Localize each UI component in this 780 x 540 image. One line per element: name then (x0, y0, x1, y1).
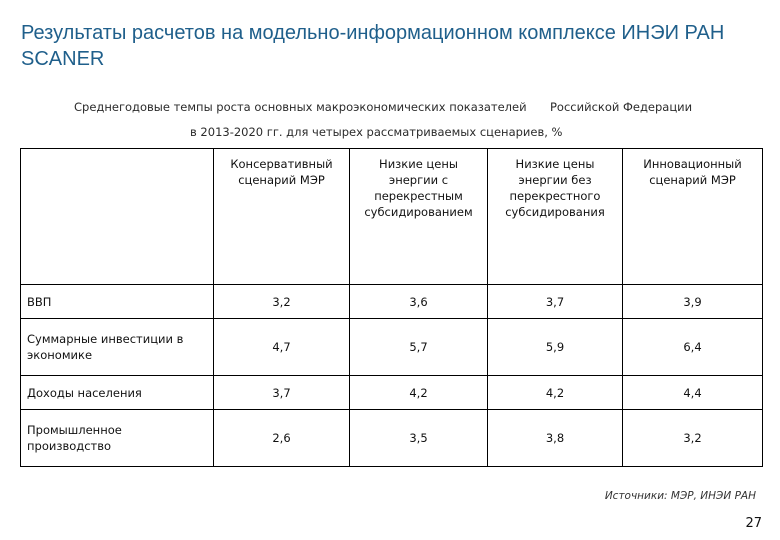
table-cell: 4,2 (349, 375, 488, 410)
table-cell: 4,2 (487, 375, 623, 410)
row-label-income: Доходы населения (20, 375, 214, 410)
table-caption-line1-part2: Российской Федерации (550, 100, 693, 114)
table-cell: 3,9 (622, 284, 763, 319)
table-cell: 3,2 (622, 409, 763, 467)
row-label-industrial-production: Промышленное производство (20, 409, 214, 467)
table-cell: 3,7 (213, 375, 350, 410)
table-row: ВВП 3,2 3,6 3,7 3,9 (20, 284, 763, 319)
table-cell: 3,2 (213, 284, 350, 319)
table-cell: 4,7 (213, 318, 350, 376)
table-row: Суммарные инвестиции в экономике 4,7 5,7… (20, 318, 763, 376)
table-cell: 4,4 (622, 375, 763, 410)
table-header-row: Консервативный сценарий МЭР Низкие цены … (20, 148, 763, 285)
table-cell: 3,5 (349, 409, 488, 467)
table-cell: 3,6 (349, 284, 488, 319)
row-label-investment: Суммарные инвестиции в экономике (20, 318, 214, 376)
column-header-low-prices-no-cross-subsidy: Низкие цены энергии без перекрестного су… (487, 148, 623, 285)
scenario-table: Консервативный сценарий МЭР Низкие цены … (20, 148, 763, 467)
column-header-innovative: Инновационный сценарий МЭР (622, 148, 763, 285)
page-number: 27 (745, 516, 762, 531)
page-title: Результаты расчетов на модельно-информац… (21, 22, 725, 70)
table-cell: 5,7 (349, 318, 488, 376)
table-cell: 3,7 (487, 284, 623, 319)
table-row: Доходы населения 3,7 4,2 4,2 4,4 (20, 375, 763, 410)
table-cell: 6,4 (622, 318, 763, 376)
table-corner-cell (20, 148, 214, 285)
table-caption-line1-part1: Среднегодовые темпы роста основных макро… (74, 100, 527, 114)
table-row: Промышленное производство 2,6 3,5 3,8 3,… (20, 409, 763, 467)
table-cell: 2,6 (213, 409, 350, 467)
table-cell: 5,9 (487, 318, 623, 376)
row-label-gdp: ВВП (20, 284, 214, 319)
source-note: Источники: МЭР, ИНЭИ РАН (604, 490, 756, 502)
column-header-conservative: Консервативный сценарий МЭР (213, 148, 350, 285)
column-header-low-prices-cross-subsidy: Низкие цены энергии с перекрестным субси… (349, 148, 488, 285)
table-caption-line2: в 2013-2020 гг. для четырех рассматривае… (190, 125, 563, 139)
table-cell: 3,8 (487, 409, 623, 467)
